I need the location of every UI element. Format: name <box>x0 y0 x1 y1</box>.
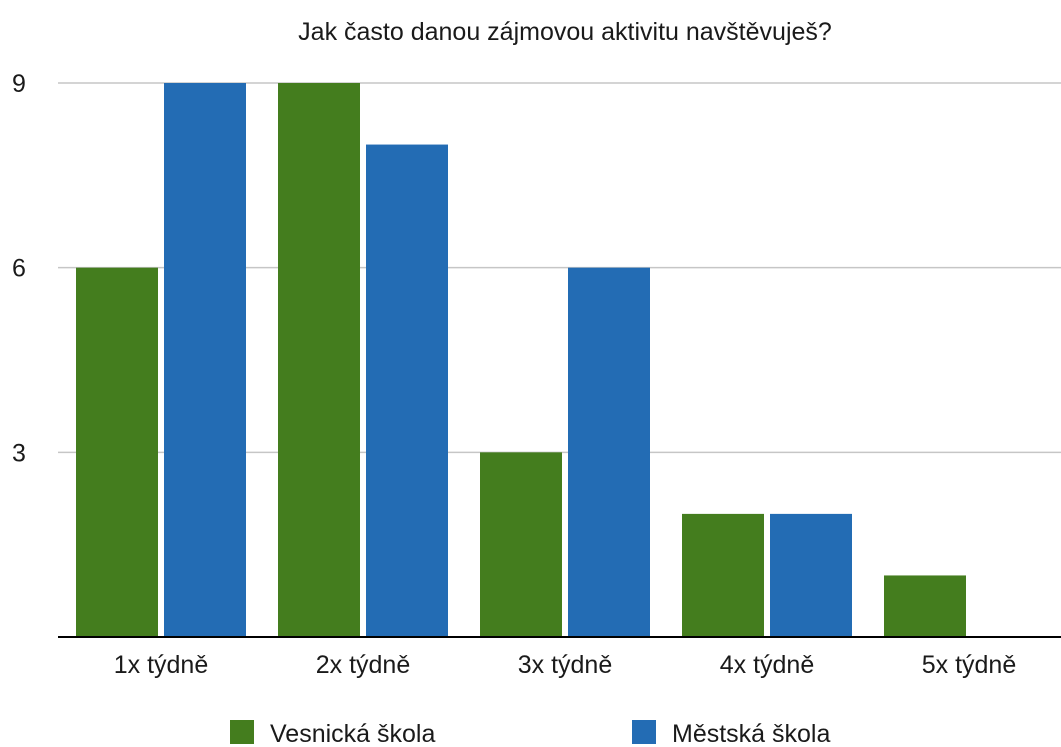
bar-vesnicka-5 <box>884 575 966 637</box>
x-tick-label: 1x týdně <box>114 651 209 679</box>
legend-label: Městská škola <box>672 720 830 747</box>
bar-vesnicka-3 <box>480 452 562 637</box>
y-tick-label: 6 <box>12 255 26 283</box>
bar-mestska-3 <box>568 267 650 637</box>
x-tick-label: 3x týdně <box>518 651 613 679</box>
x-tick-label: 2x týdně <box>316 651 411 679</box>
x-tick-label: 4x týdně <box>720 651 815 679</box>
bar-vesnicka-1 <box>76 267 158 637</box>
bar-mestska-1 <box>164 83 246 637</box>
bar-vesnicka-2 <box>278 83 360 637</box>
bar-mestska-2 <box>366 144 448 638</box>
x-tick-label: 5x týdně <box>922 651 1017 679</box>
chart-title: Jak často danou zájmovou aktivitu navště… <box>298 18 832 46</box>
bar-vesnicka-4 <box>682 513 764 637</box>
bars <box>76 83 966 638</box>
y-axis-ticks: 3 6 9 <box>12 70 26 467</box>
y-tick-label: 3 <box>12 439 26 467</box>
legend-swatch <box>632 720 656 744</box>
bar-mestska-4 <box>770 513 852 637</box>
x-axis-ticks: 1x týdně 2x týdně 3x týdně 4x týdně 5x týdně <box>114 651 1017 679</box>
y-tick-label: 9 <box>12 70 26 98</box>
legend: Vesnická škola Městská škola <box>230 720 830 747</box>
legend-swatch <box>230 720 254 744</box>
legend-label: Vesnická škola <box>270 720 435 747</box>
